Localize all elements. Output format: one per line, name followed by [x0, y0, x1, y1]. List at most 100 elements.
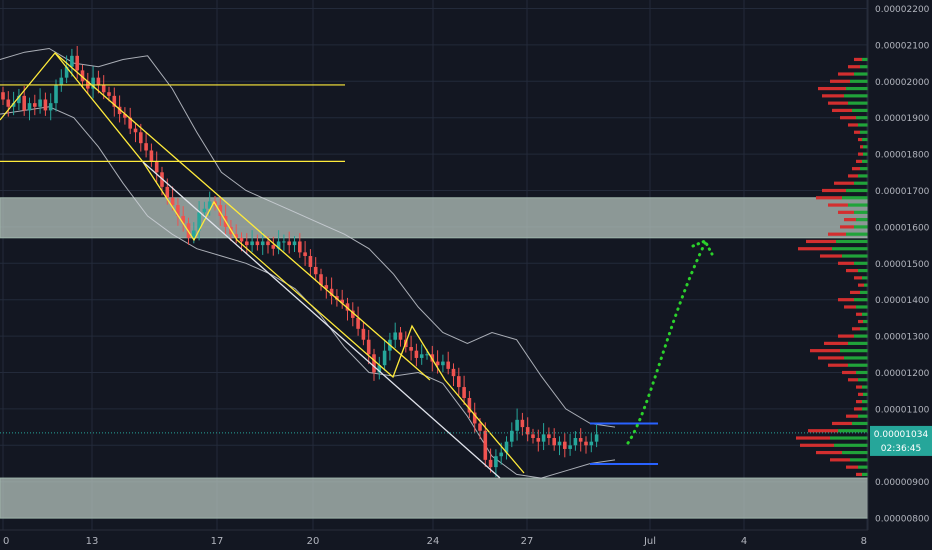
profile-bar-buy	[860, 130, 868, 134]
profile-bar-buy	[863, 145, 868, 149]
profile-bar-sell	[858, 137, 862, 142]
profile-bar-buy	[844, 356, 868, 360]
y-tick-label: 0.00001300	[875, 333, 930, 343]
profile-bar-buy	[854, 72, 868, 76]
zigzag-pattern	[0, 51, 525, 474]
candle-body	[112, 95, 117, 107]
projection-path	[626, 241, 707, 445]
profile-bar-sell	[856, 159, 862, 163]
candle-body	[324, 285, 329, 289]
profile-bar-sell	[820, 254, 842, 258]
pattern-drawings	[0, 51, 525, 479]
candle-body	[393, 332, 397, 340]
candle-body	[245, 241, 249, 246]
candle-body	[382, 350, 387, 366]
profile-bar-buy	[860, 327, 868, 331]
candle-body	[64, 66, 69, 78]
candle-body	[451, 368, 456, 377]
candle-body	[594, 434, 599, 442]
zone-rect	[0, 197, 869, 239]
candle-body	[589, 441, 594, 446]
profile-bar-buy	[862, 312, 868, 316]
profile-bar-sell	[834, 181, 854, 185]
candle-body	[282, 241, 286, 243]
candle-body	[483, 430, 488, 460]
candle-body	[266, 241, 270, 246]
profile-bar-sell	[854, 407, 862, 411]
profile-bar-buy	[862, 57, 868, 62]
profile-bar-buy	[830, 436, 868, 440]
projection-arrowhead	[691, 239, 714, 256]
candle-body	[351, 310, 355, 318]
candle-body	[536, 438, 541, 442]
candle-body	[335, 296, 339, 300]
candle-body	[250, 241, 254, 246]
profile-bar-buy	[854, 298, 868, 302]
profile-bar-buy	[858, 123, 868, 127]
zone-rect	[0, 477, 869, 519]
profile-bar-buy	[842, 450, 868, 455]
candle-body	[531, 434, 535, 439]
candle-body	[11, 103, 16, 107]
profile-bar-buy	[858, 465, 868, 469]
profile-bar-buy	[852, 421, 868, 426]
profile-bar-sell	[828, 203, 848, 207]
profile-bar-buy	[858, 174, 868, 178]
profile-bar-sell	[818, 86, 846, 91]
profile-bar-sell	[828, 101, 848, 105]
candle-body	[144, 143, 148, 151]
candle-body	[478, 423, 482, 431]
profile-bar-buy	[846, 188, 868, 193]
candle-body	[578, 438, 583, 442]
candle-body	[446, 361, 450, 369]
candle-body	[1, 92, 5, 100]
candle-body	[139, 132, 143, 144]
candle-body	[239, 237, 244, 242]
candle-body	[117, 106, 122, 115]
profile-bar-buy	[840, 349, 868, 353]
candle-body	[308, 256, 313, 267]
candle-body	[54, 84, 58, 104]
candle-body	[48, 103, 53, 111]
profile-bar-buy	[858, 378, 868, 382]
profile-bar-sell	[808, 429, 838, 433]
profile-bar-buy	[850, 79, 868, 83]
profile-bar-sell	[828, 232, 846, 236]
profile-bar-sell	[854, 57, 862, 62]
profile-bar-buy	[858, 268, 868, 273]
candle-body	[218, 205, 223, 216]
y-tick-label: 0.00002000	[875, 78, 930, 88]
profile-bar-buy	[848, 341, 868, 345]
candle-body	[504, 441, 509, 453]
profile-bar-sell	[828, 363, 848, 367]
candle-body	[499, 452, 503, 457]
candle-body	[165, 186, 170, 198]
profile-bar-buy	[862, 276, 868, 280]
profile-bar-buy	[848, 101, 868, 105]
candle-body	[123, 114, 127, 118]
candle-body	[27, 103, 32, 111]
candle-body	[22, 95, 26, 111]
candle-body	[563, 441, 567, 449]
profile-bar-sell	[846, 465, 858, 469]
profile-bar-sell	[840, 225, 854, 229]
candle-body	[176, 205, 180, 216]
y-tick-label: 0.00001500	[875, 260, 930, 270]
profile-bar-buy	[844, 94, 868, 98]
y-tick-label: 0.00001200	[875, 369, 930, 379]
candle-body	[298, 241, 302, 253]
profile-bar-sell	[816, 450, 842, 455]
profile-bar-sell	[848, 65, 860, 69]
horizontal-levels	[0, 84, 658, 465]
candle-body	[414, 350, 419, 358]
candle-body	[441, 361, 445, 366]
profile-bar-buy	[852, 108, 868, 113]
candle-body	[303, 252, 307, 257]
candle-body	[80, 70, 85, 82]
profile-bar-sell	[858, 319, 863, 324]
profile-bar-sell	[848, 378, 858, 382]
profile-bar-sell	[846, 268, 858, 273]
profile-bar-buy	[854, 210, 868, 214]
profile-bar-sell	[832, 421, 852, 426]
